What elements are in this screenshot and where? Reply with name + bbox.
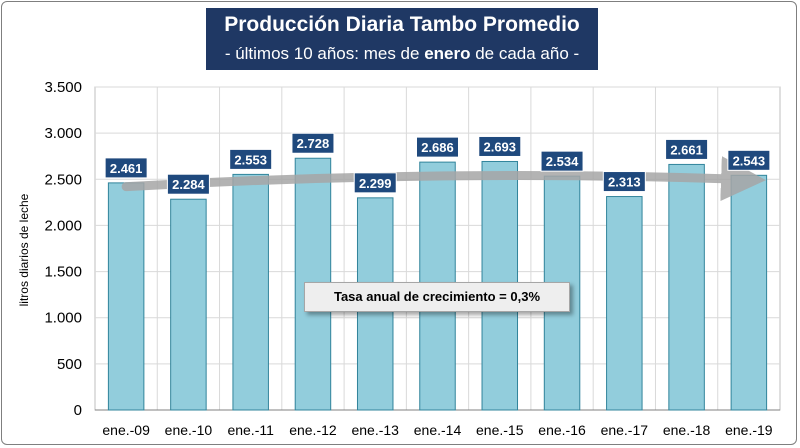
data-label-box: [291, 132, 335, 154]
bar: [668, 163, 705, 411]
bar: [730, 174, 768, 411]
data-label-box: [416, 136, 459, 158]
data-label: 2.543: [733, 153, 766, 168]
data-label: 2.661: [670, 142, 703, 157]
data-label-box: [353, 172, 397, 194]
y-tick-label: 2.000: [44, 217, 82, 234]
x-tick-label: ene.-14: [414, 422, 462, 438]
subtitle-month: enero: [424, 44, 471, 63]
data-label: 2.553: [234, 152, 267, 167]
bar: [606, 196, 643, 411]
x-tick-label: ene.-09: [102, 422, 150, 438]
y-tick-label: 3.000: [44, 125, 82, 142]
bar: [232, 173, 269, 411]
data-label: 2.313: [608, 175, 641, 190]
x-tick-label: ene.-11: [227, 422, 274, 438]
y-tick-label: 1.500: [44, 264, 82, 281]
x-tick-label: ene.-13: [351, 422, 399, 438]
data-label-box: [602, 171, 646, 193]
trend-arrow: [121, 156, 767, 202]
x-tick-label: ene.-15: [476, 422, 524, 438]
subtitle-part-1: - últimos 10 años: mes de: [224, 44, 425, 63]
data-label: 2.534: [546, 154, 579, 169]
data-label: 2.686: [421, 140, 454, 155]
data-label-box: [665, 138, 709, 160]
chart-title: Producción Diaria Tambo Promedio: [224, 13, 580, 36]
data-label-box: [229, 148, 273, 170]
chart-title-box: Producción Diaria Tambo Promedio - últim…: [206, 8, 598, 70]
y-tick-label: 3.500: [44, 79, 82, 96]
data-label: 2.728: [297, 136, 330, 151]
y-tick-label: 500: [57, 356, 82, 373]
y-tick-label: 2.500: [44, 171, 82, 188]
data-label-box: [104, 157, 148, 179]
data-label: 2.461: [110, 161, 143, 176]
chart-subtitle: - últimos 10 años: mes de enero de cada …: [206, 42, 598, 66]
x-tick-label: ene.-19: [725, 422, 773, 438]
x-tick-label: ene.-12: [289, 422, 337, 438]
data-label-box: [166, 173, 210, 195]
y-tick-label: 1.000: [44, 310, 82, 327]
data-label-box: [478, 135, 522, 157]
bar: [107, 182, 145, 411]
data-label: 2.693: [483, 139, 516, 154]
bar: [170, 198, 207, 411]
data-label: 2.284: [172, 177, 205, 192]
data-label: 2.299: [359, 176, 392, 191]
x-tick-label: ene.-10: [165, 422, 213, 438]
x-tick-label: ene.-17: [601, 422, 649, 438]
subtitle-part-2: de cada año -: [470, 44, 580, 63]
data-label-box: [727, 149, 771, 171]
x-tick-label: ene.-18: [663, 422, 711, 438]
data-label-box: [540, 150, 584, 172]
x-tick-label: ene.-16: [538, 422, 586, 438]
y-tick-label: 0: [74, 402, 82, 419]
growth-rate-annotation: Tasa anual de crecimiento = 0,3%: [304, 282, 570, 312]
